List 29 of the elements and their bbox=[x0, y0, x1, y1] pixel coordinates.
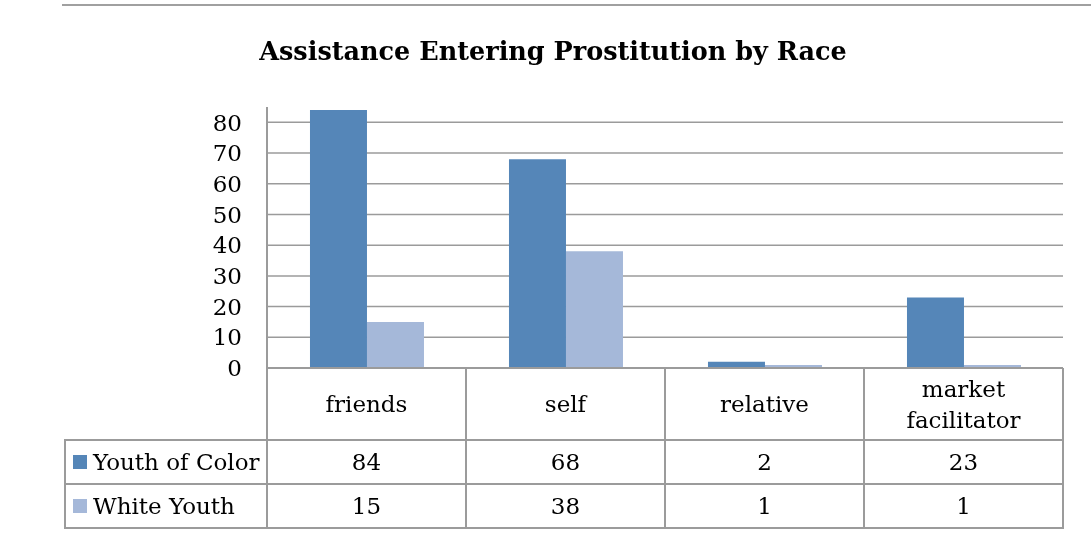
legend-label: White Youth bbox=[93, 493, 235, 519]
y-tick-label: 80 bbox=[212, 109, 242, 136]
x-tick-label: friends bbox=[325, 391, 408, 418]
data-label: 1 bbox=[955, 492, 972, 521]
y-tick-label: 20 bbox=[212, 293, 242, 320]
data-label: 84 bbox=[350, 448, 383, 477]
legend-label: Youth of Color bbox=[93, 449, 260, 475]
bar bbox=[565, 251, 623, 368]
bar bbox=[309, 110, 367, 368]
data-label: 68 bbox=[549, 448, 582, 477]
data-label: 23 bbox=[947, 448, 980, 477]
data-label: 1 bbox=[756, 492, 773, 521]
x-tick-label: self bbox=[544, 391, 588, 418]
chart-title: Assistance Entering Prostitution by Race bbox=[259, 36, 847, 66]
y-tick-label: 70 bbox=[212, 140, 242, 167]
data-label: 38 bbox=[549, 492, 582, 521]
y-tick-label: 60 bbox=[212, 170, 242, 197]
data-label: 2 bbox=[756, 448, 773, 477]
y-tick-label: 0 bbox=[227, 355, 242, 382]
y-tick-label: 40 bbox=[212, 232, 242, 259]
data-label: 15 bbox=[350, 492, 383, 521]
bar bbox=[508, 159, 566, 368]
bar bbox=[366, 321, 424, 368]
bar bbox=[906, 297, 964, 368]
y-tick-label: 50 bbox=[212, 201, 242, 228]
y-tick-label: 30 bbox=[212, 263, 242, 290]
x-tick-label: relative bbox=[720, 391, 809, 418]
y-tick-label: 10 bbox=[212, 324, 242, 351]
x-tick-label: market facilitator bbox=[906, 375, 1021, 433]
